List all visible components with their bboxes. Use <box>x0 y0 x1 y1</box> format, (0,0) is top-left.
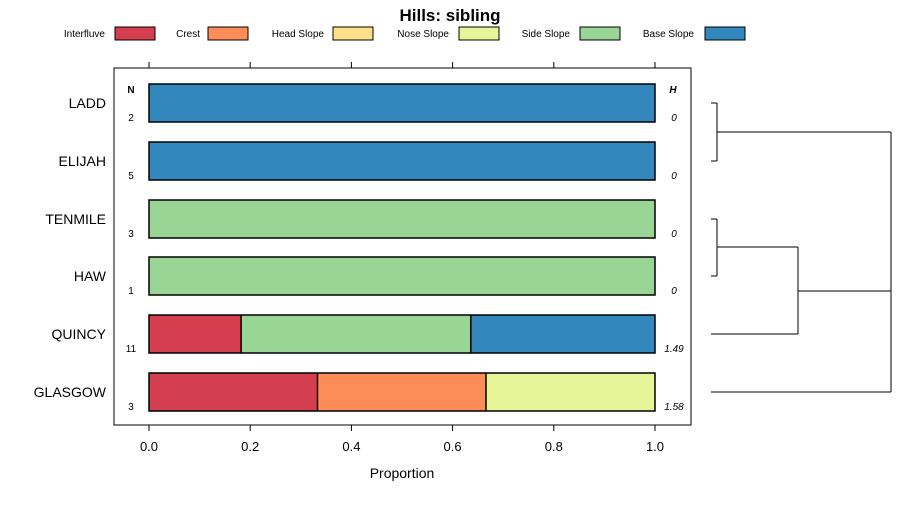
x-tick-label: 0.2 <box>241 439 259 454</box>
legend-label: Crest <box>176 29 200 40</box>
x-axis: 0.0 0.2 0.4 0.6 0.8 1.0 <box>140 425 664 454</box>
h-value: 0 <box>671 171 677 182</box>
n-value: 11 <box>126 344 137 355</box>
h-column-header: H <box>669 85 677 96</box>
h-value: 0 <box>671 113 677 124</box>
x-tick-label: 0.6 <box>444 439 462 454</box>
legend-label: Side Slope <box>522 29 571 40</box>
top-axis-ticks <box>148 62 656 68</box>
n-value: 2 <box>128 113 134 124</box>
bar-outline <box>148 314 656 354</box>
plot-frame <box>113 67 692 426</box>
legend-label: Nose Slope <box>397 29 449 40</box>
bar-outline <box>148 372 656 412</box>
legend: Interfluve Crest Head Slope Nose Slope Side … <box>64 26 746 41</box>
x-tick-label: 1.0 <box>646 439 664 454</box>
h-value: 1.49 <box>664 344 684 355</box>
legend-swatch <box>207 26 249 41</box>
bar-outline <box>148 141 656 181</box>
category-label: HAW <box>74 268 107 284</box>
bar-segment <box>485 373 655 411</box>
legend-swatch <box>458 26 500 41</box>
bar-segment <box>149 373 318 411</box>
bar-segment <box>149 84 655 122</box>
bar-segment <box>317 373 486 411</box>
bar-outline <box>148 256 656 296</box>
bar-outline <box>148 83 656 123</box>
bar-rows: LADD 2 0 ELIJAH 5 0 TENMILE 3 0 HAW 1 0 QUINCY 11 1.49… <box>34 83 684 413</box>
bar-segment <box>149 200 655 238</box>
category-label: GLASGOW <box>34 384 107 400</box>
chart-title: Hills: sibling <box>399 6 500 25</box>
category-label: LADD <box>69 95 106 111</box>
legend-label: Interfluve <box>64 29 106 40</box>
legend-swatch <box>114 26 156 41</box>
n-value: 1 <box>128 286 134 297</box>
legend-swatch <box>579 26 621 41</box>
h-value: 0 <box>671 229 677 240</box>
bar-segment <box>470 315 655 353</box>
category-label: QUINCY <box>52 326 107 342</box>
dendrogram <box>711 102 892 393</box>
bar-outline <box>148 199 656 239</box>
legend-label: Head Slope <box>272 29 325 40</box>
x-tick-label: 0.8 <box>545 439 563 454</box>
n-column-header: N <box>127 85 134 96</box>
n-value: 3 <box>128 402 134 413</box>
legend-swatch <box>704 26 746 41</box>
category-label: ELIJAH <box>59 153 106 169</box>
x-tick-label: 0.4 <box>342 439 360 454</box>
bar-segment <box>149 142 655 180</box>
category-label: TENMILE <box>45 211 106 227</box>
h-value: 0 <box>671 286 677 297</box>
n-value: 5 <box>128 171 134 182</box>
n-value: 3 <box>128 229 134 240</box>
legend-swatch <box>332 26 374 41</box>
x-axis-title: Proportion <box>370 465 435 481</box>
legend-label: Base Slope <box>643 29 695 40</box>
bar-segment <box>241 315 471 353</box>
x-tick-label: 0.0 <box>140 439 158 454</box>
h-value: 1.58 <box>664 402 684 413</box>
bar-segment <box>149 257 655 295</box>
bar-segment <box>149 315 242 353</box>
